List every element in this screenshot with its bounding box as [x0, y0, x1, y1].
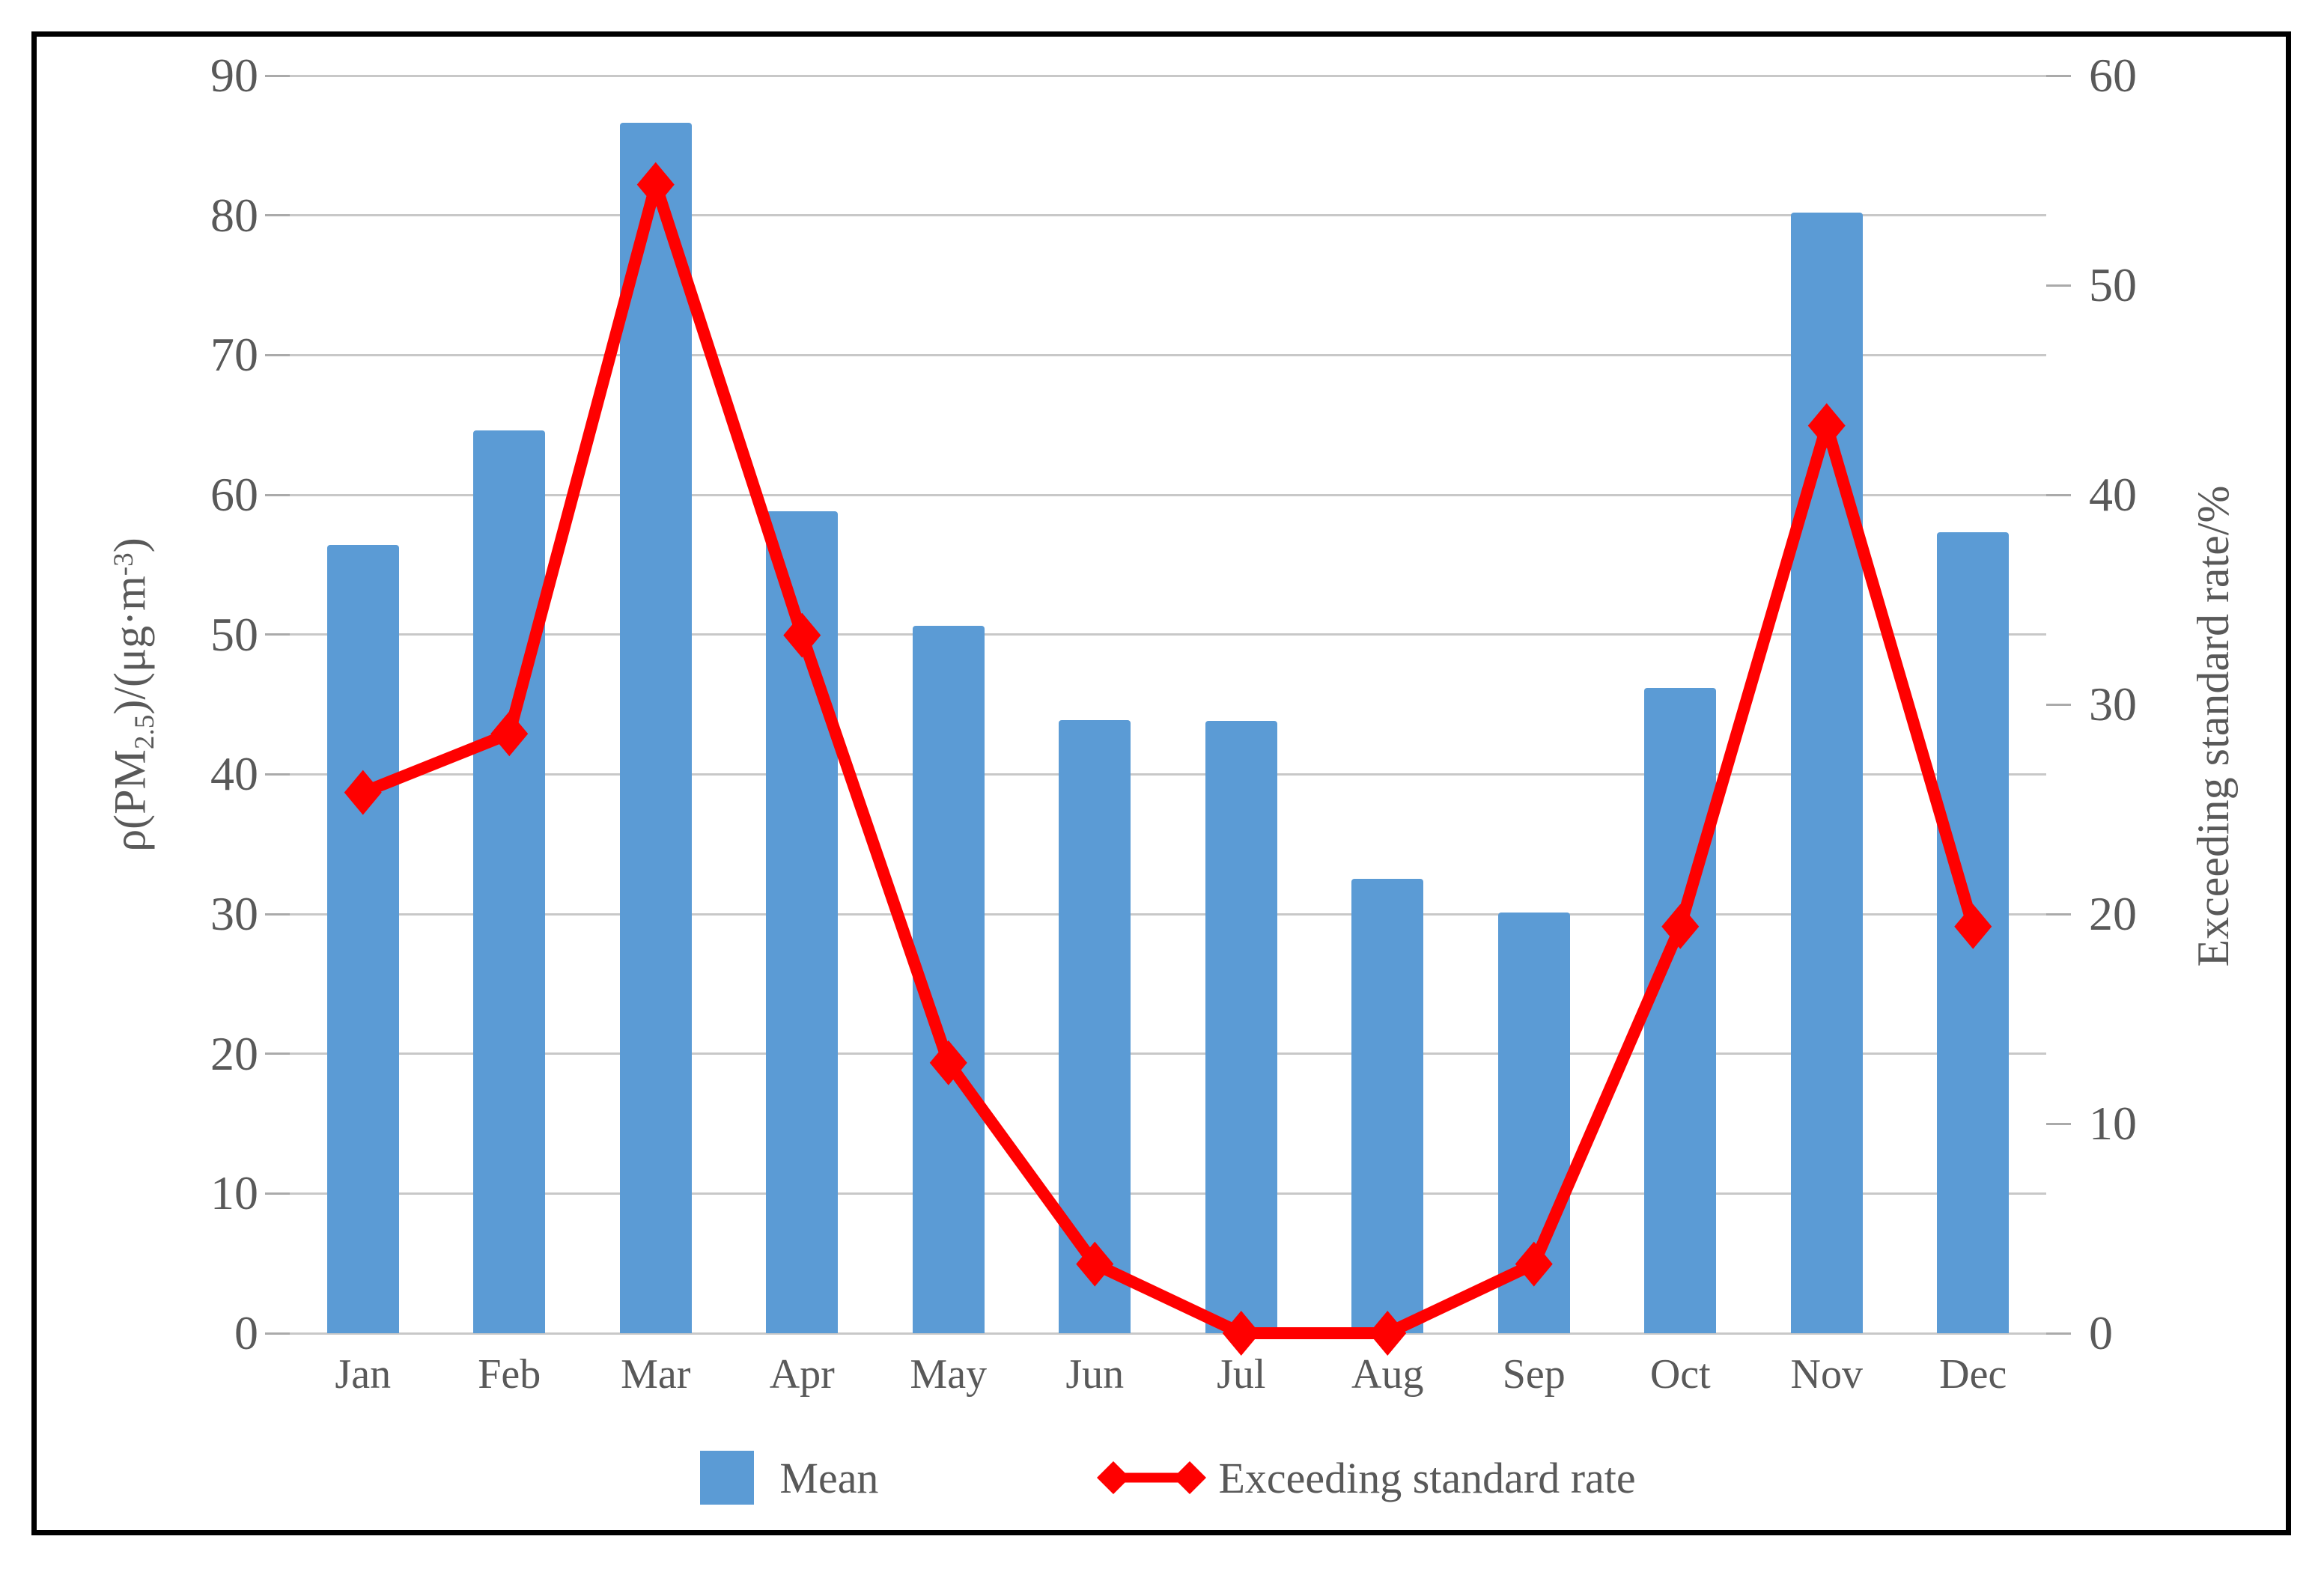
bar-sep [1497, 913, 1570, 1333]
x-axis-label-jan: Jan [335, 1351, 392, 1398]
left-axis-title-sub: 2.5 [129, 714, 160, 750]
bar-nov [1790, 212, 1863, 1333]
legend-item-mean: Mean [700, 1451, 878, 1505]
left-axis-title-sup: -3 [109, 552, 139, 576]
bar-dec [1937, 532, 2010, 1333]
legend: Mean Exceeding standard rate [290, 1439, 2046, 1517]
right-axis-tick-label-40: 40 [2089, 468, 2137, 521]
x-axis-label-may: May [910, 1351, 988, 1398]
legend-item-rate: Exceeding standard rate [1095, 1451, 1636, 1505]
left-tick-70 [265, 353, 290, 356]
right-axis-tick-label-50: 50 [2089, 258, 2137, 311]
gridline-60 [290, 493, 2046, 496]
bar-jan [326, 545, 399, 1333]
legend-mean-label: Mean [779, 1453, 879, 1502]
bar-may [912, 626, 985, 1333]
left-tick-60 [265, 493, 290, 496]
x-axis-label-jun: Jun [1065, 1351, 1125, 1398]
left-axis-tick-label-40: 40 [210, 747, 258, 801]
gridline-30 [290, 913, 2046, 916]
legend-diamond-right-icon [1173, 1461, 1207, 1494]
right-tick-60 [2046, 74, 2071, 77]
right-axis-title: Exceeding standard rate/% [2188, 485, 2238, 967]
x-axis-label-mar: Mar [621, 1351, 691, 1398]
legend-diamond-left-icon [1097, 1461, 1131, 1494]
right-tick-30 [2046, 703, 2071, 706]
x-axis-label-nov: Nov [1790, 1351, 1863, 1398]
gridline-10 [290, 1192, 2046, 1195]
x-axis-label-aug: Aug [1351, 1351, 1424, 1398]
left-tick-10 [265, 1192, 290, 1195]
legend-rate-label: Exceeding standard rate [1218, 1453, 1636, 1502]
bar-jun [1059, 719, 1131, 1333]
gridline-70 [290, 353, 2046, 356]
left-axis-tick-label-70: 70 [210, 328, 258, 382]
x-axis-label-apr: Apr [769, 1351, 835, 1398]
right-tick-40 [2046, 493, 2071, 496]
x-axis-label-dec: Dec [1939, 1351, 2007, 1398]
left-axis-title: ρ(PM2.5)/(μg·m-3) [97, 369, 160, 1020]
bar-feb [473, 430, 546, 1333]
rate-line-sample-icon [1097, 1461, 1207, 1494]
left-axis-tick-label-50: 50 [210, 607, 258, 661]
left-tick-80 [265, 214, 290, 217]
gridline-90 [290, 74, 2046, 77]
left-tick-20 [265, 1052, 290, 1055]
x-axis-label-feb: Feb [478, 1351, 541, 1398]
gridline-50 [290, 633, 2046, 636]
left-axis-tick-label-60: 60 [210, 468, 258, 521]
bar-apr [766, 511, 839, 1333]
x-axis-label-jul: Jul [1217, 1351, 1266, 1398]
left-tick-30 [265, 913, 290, 916]
gridline-0 [290, 1332, 2046, 1335]
left-tick-90 [265, 74, 290, 77]
left-axis-tick-label-20: 20 [210, 1026, 258, 1080]
right-tick-20 [2046, 913, 2071, 916]
mean-swatch-icon [700, 1451, 755, 1505]
left-axis-title-p3: ) [105, 537, 155, 553]
left-tick-40 [265, 773, 290, 776]
bar-oct [1644, 687, 1717, 1333]
left-axis-tick-label-10: 10 [210, 1166, 258, 1220]
left-axis-tick-label-90: 90 [210, 49, 258, 102]
left-axis-tick-label-0: 0 [234, 1306, 258, 1359]
gridline-20 [290, 1052, 2046, 1055]
left-axis-tick-label-30: 30 [210, 887, 258, 940]
right-tick-50 [2046, 284, 2071, 287]
left-axis-title-p2: )/(μg·m [105, 576, 155, 715]
right-axis-tick-label-30: 30 [2089, 677, 2137, 731]
right-axis-tick-label-60: 60 [2089, 49, 2137, 102]
left-axis-title-p1: ρ(PM [105, 749, 155, 852]
gridline-80 [290, 214, 2046, 217]
left-tick-50 [265, 633, 290, 636]
right-axis-tick-label-10: 10 [2089, 1097, 2137, 1150]
left-axis-tick-label-80: 80 [210, 188, 258, 242]
right-axis-tick-label-20: 20 [2089, 887, 2137, 940]
right-tick-10 [2046, 1122, 2071, 1125]
bar-jul [1205, 721, 1277, 1333]
x-axis-label-oct: Oct [1649, 1351, 1711, 1398]
x-axis-label-sep: Sep [1502, 1351, 1566, 1398]
left-tick-0 [265, 1332, 290, 1335]
bar-mar [619, 123, 692, 1333]
right-axis-tick-label-0: 0 [2089, 1306, 2113, 1359]
bar-aug [1351, 879, 1424, 1333]
gridline-40 [290, 773, 2046, 776]
right-tick-0 [2046, 1332, 2071, 1335]
